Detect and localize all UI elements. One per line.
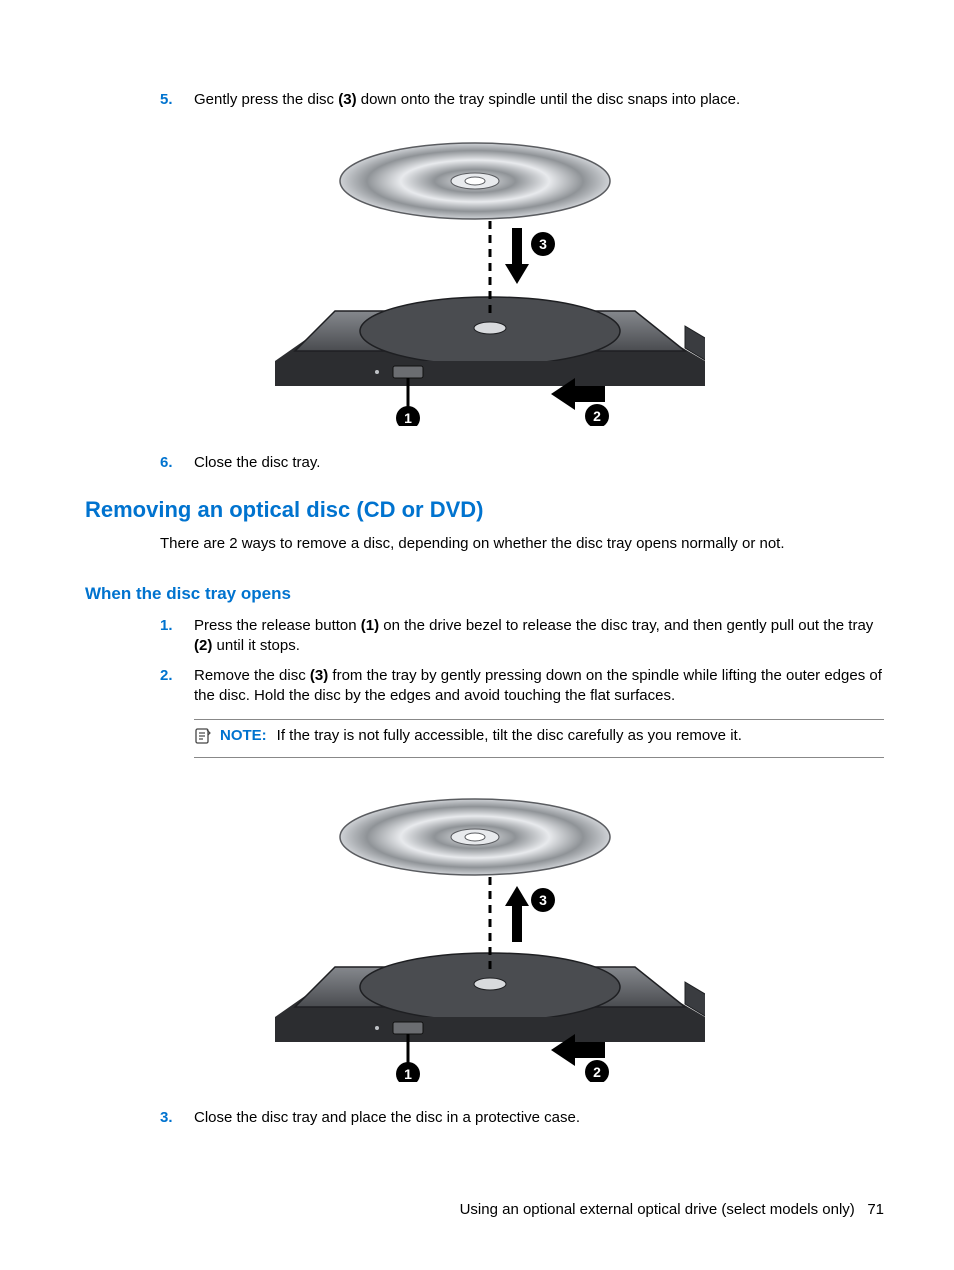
footer-section: Using an optional external optical drive…	[460, 1201, 855, 1218]
step-5-pre: Gently press the disc	[194, 91, 338, 108]
step-5-post: down onto the tray spindle until the dis…	[357, 91, 741, 108]
step-6: 6. Close the disc tray.	[160, 453, 884, 473]
svg-text:1: 1	[404, 410, 412, 426]
open-step-1-t3: until it stops.	[212, 637, 300, 654]
remove-intro: There are 2 ways to remove a disc, depen…	[160, 534, 884, 554]
open-step-2-t1: Remove the disc	[194, 667, 310, 684]
open-step-3-text: Close the disc tray and place the disc i…	[194, 1108, 884, 1128]
page-footer: Using an optional external optical drive…	[460, 1200, 884, 1220]
step-5: 5. Gently press the disc (3) down onto t…	[160, 90, 884, 110]
svg-text:1: 1	[404, 1066, 412, 1082]
figure-remove-disc: 3 2 1	[85, 782, 884, 1088]
svg-text:3: 3	[539, 892, 547, 908]
note-text: If the tray is not fully accessible, til…	[277, 727, 742, 744]
step-6-num: 6.	[160, 453, 194, 473]
step-6-text: Close the disc tray.	[194, 453, 884, 473]
note-block: NOTE: If the tray is not fully accessible…	[194, 719, 884, 758]
step-5-ref: (3)	[338, 91, 356, 108]
open-step-1: 1. Press the release button (1) on the d…	[160, 616, 884, 657]
step-5-text: Gently press the disc (3) down onto the …	[194, 90, 884, 110]
note-icon	[194, 726, 216, 751]
open-step-3-num: 3.	[160, 1108, 194, 1128]
svg-text:2: 2	[593, 1064, 601, 1080]
heading-removing-disc: Removing an optical disc (CD or DVD)	[85, 495, 884, 525]
disc-tray-illustration-down: 3 2 1	[265, 126, 705, 426]
footer-page-number: 71	[867, 1201, 884, 1218]
open-step-1-text: Press the release button (1) on the driv…	[194, 616, 884, 657]
svg-text:2: 2	[593, 408, 601, 424]
open-step-1-t2: on the drive bezel to release the disc t…	[379, 617, 873, 634]
step-5-num: 5.	[160, 90, 194, 110]
open-step-2-text: Remove the disc (3) from the tray by gen…	[194, 666, 884, 766]
open-step-1-r1: (1)	[361, 617, 379, 634]
open-step-1-num: 1.	[160, 616, 194, 657]
open-step-2: 2. Remove the disc (3) from the tray by …	[160, 666, 884, 766]
figure-insert-disc: 3 2 1	[85, 126, 884, 432]
open-step-2-num: 2.	[160, 666, 194, 766]
svg-text:3: 3	[539, 236, 547, 252]
heading-tray-opens: When the disc tray opens	[85, 583, 884, 606]
open-step-1-r2: (2)	[194, 637, 212, 654]
open-step-3: 3. Close the disc tray and place the dis…	[160, 1108, 884, 1128]
note-content: NOTE: If the tray is not fully accessible…	[220, 726, 742, 746]
note-label: NOTE:	[220, 727, 267, 744]
open-step-1-t1: Press the release button	[194, 617, 361, 634]
disc-tray-illustration-up: 3 2 1	[265, 782, 705, 1082]
open-step-2-r1: (3)	[310, 667, 328, 684]
